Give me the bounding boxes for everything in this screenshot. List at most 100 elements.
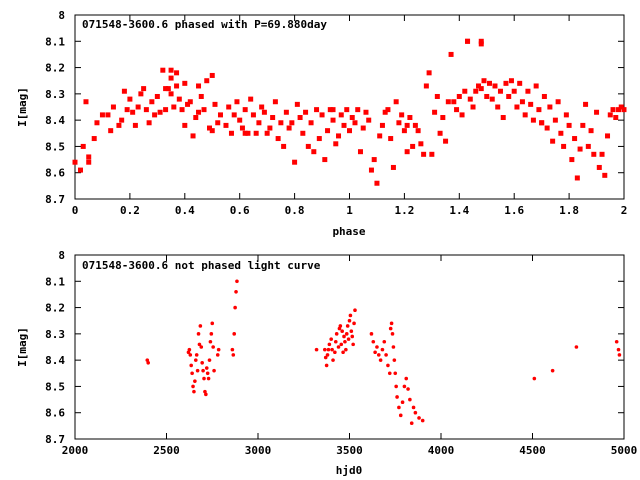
y-tick-label: 8.4: [45, 114, 65, 127]
data-point: [388, 136, 394, 142]
data-point: [256, 120, 262, 126]
data-point: [456, 93, 462, 99]
data-point: [454, 107, 460, 113]
y-tick-label: 8: [58, 249, 65, 262]
x-tick-label: 0.6: [230, 204, 250, 217]
data-point: [451, 99, 457, 105]
data-point: [272, 99, 278, 105]
x-tick-label: 1.6: [504, 204, 524, 217]
data-point: [528, 101, 534, 107]
data-point: [242, 130, 248, 136]
y-tick-label: 8.6: [45, 167, 65, 180]
data-point: [228, 130, 234, 136]
data-point: [314, 107, 320, 113]
data-point: [305, 143, 311, 149]
data-point: [196, 83, 202, 89]
data-point: [336, 345, 341, 349]
data-point: [289, 120, 295, 126]
data-point: [467, 96, 473, 102]
data-point: [239, 125, 245, 131]
data-point: [209, 332, 214, 336]
data-point: [327, 342, 332, 347]
data-point: [212, 101, 218, 107]
data-point: [210, 321, 215, 326]
data-point: [349, 329, 354, 334]
data-point: [426, 70, 432, 76]
data-point: [486, 80, 492, 86]
data-point: [185, 101, 191, 107]
data-point: [418, 141, 424, 147]
unphased-light-curve-plot: 071548-3600.6 not phased light curve hjd…: [16, 249, 637, 477]
y-tick-label: 8.5: [45, 380, 65, 393]
data-point: [539, 120, 545, 126]
data-point: [197, 342, 202, 347]
data-point: [563, 112, 569, 118]
data-point: [404, 122, 410, 128]
data-point: [196, 332, 201, 336]
y-tick-label: 8.3: [45, 328, 65, 341]
data-point: [544, 125, 550, 131]
y-axis-label-top: I[mag]: [16, 87, 29, 127]
x-tick-label: 4000: [428, 444, 455, 457]
data-point: [614, 339, 619, 344]
data-point: [432, 109, 438, 115]
data-point: [341, 350, 345, 355]
data-point: [149, 99, 155, 105]
data-point: [345, 324, 350, 328]
data-point: [561, 143, 567, 149]
data-point: [330, 107, 336, 113]
data-point: [182, 80, 188, 86]
data-point: [322, 347, 327, 352]
x-tick-label: 0.2: [120, 204, 140, 217]
data-point: [357, 149, 363, 155]
data-point: [330, 117, 336, 123]
data-point: [283, 109, 289, 115]
data-point: [188, 353, 193, 357]
data-point: [530, 117, 536, 123]
data-point: [168, 75, 174, 81]
data-point: [350, 334, 355, 339]
data-points-top: [72, 38, 627, 186]
data-point: [176, 96, 182, 102]
data-point: [481, 78, 487, 84]
data-point: [130, 109, 136, 115]
data-point: [297, 115, 303, 121]
data-point: [429, 151, 435, 157]
data-point: [617, 353, 622, 357]
data-point: [541, 93, 547, 99]
data-point: [319, 112, 325, 118]
data-point: [83, 99, 89, 105]
data-point: [99, 112, 105, 118]
data-point: [127, 96, 133, 102]
data-point: [189, 363, 194, 368]
data-point: [204, 392, 208, 397]
data-point: [566, 122, 572, 128]
data-point: [267, 125, 273, 131]
x-tick-label: 0.4: [175, 204, 195, 217]
data-point: [347, 318, 352, 323]
data-point: [379, 122, 385, 128]
x-axis-label-bottom: hjd0: [336, 464, 363, 477]
data-point: [200, 360, 204, 365]
data-point: [329, 337, 334, 341]
data-point: [152, 112, 158, 118]
data-point: [338, 112, 344, 118]
data-point: [406, 387, 410, 391]
data-point: [346, 337, 351, 341]
data-point: [338, 324, 343, 328]
x-tick-label: 0: [72, 204, 79, 217]
data-point: [465, 38, 471, 44]
data-point: [423, 83, 429, 89]
data-point: [339, 342, 344, 347]
x-tick-label: 5000: [611, 444, 638, 457]
data-point: [193, 115, 199, 121]
data-point: [141, 86, 147, 92]
y-tick-label: 8.4: [45, 354, 65, 367]
y-tick-label: 8.2: [45, 62, 65, 75]
data-point: [596, 164, 602, 170]
x-tick-label: 0.8: [285, 204, 305, 217]
data-point: [204, 78, 210, 84]
data-point: [325, 353, 330, 357]
data-point: [80, 143, 86, 149]
data-point: [369, 332, 374, 336]
